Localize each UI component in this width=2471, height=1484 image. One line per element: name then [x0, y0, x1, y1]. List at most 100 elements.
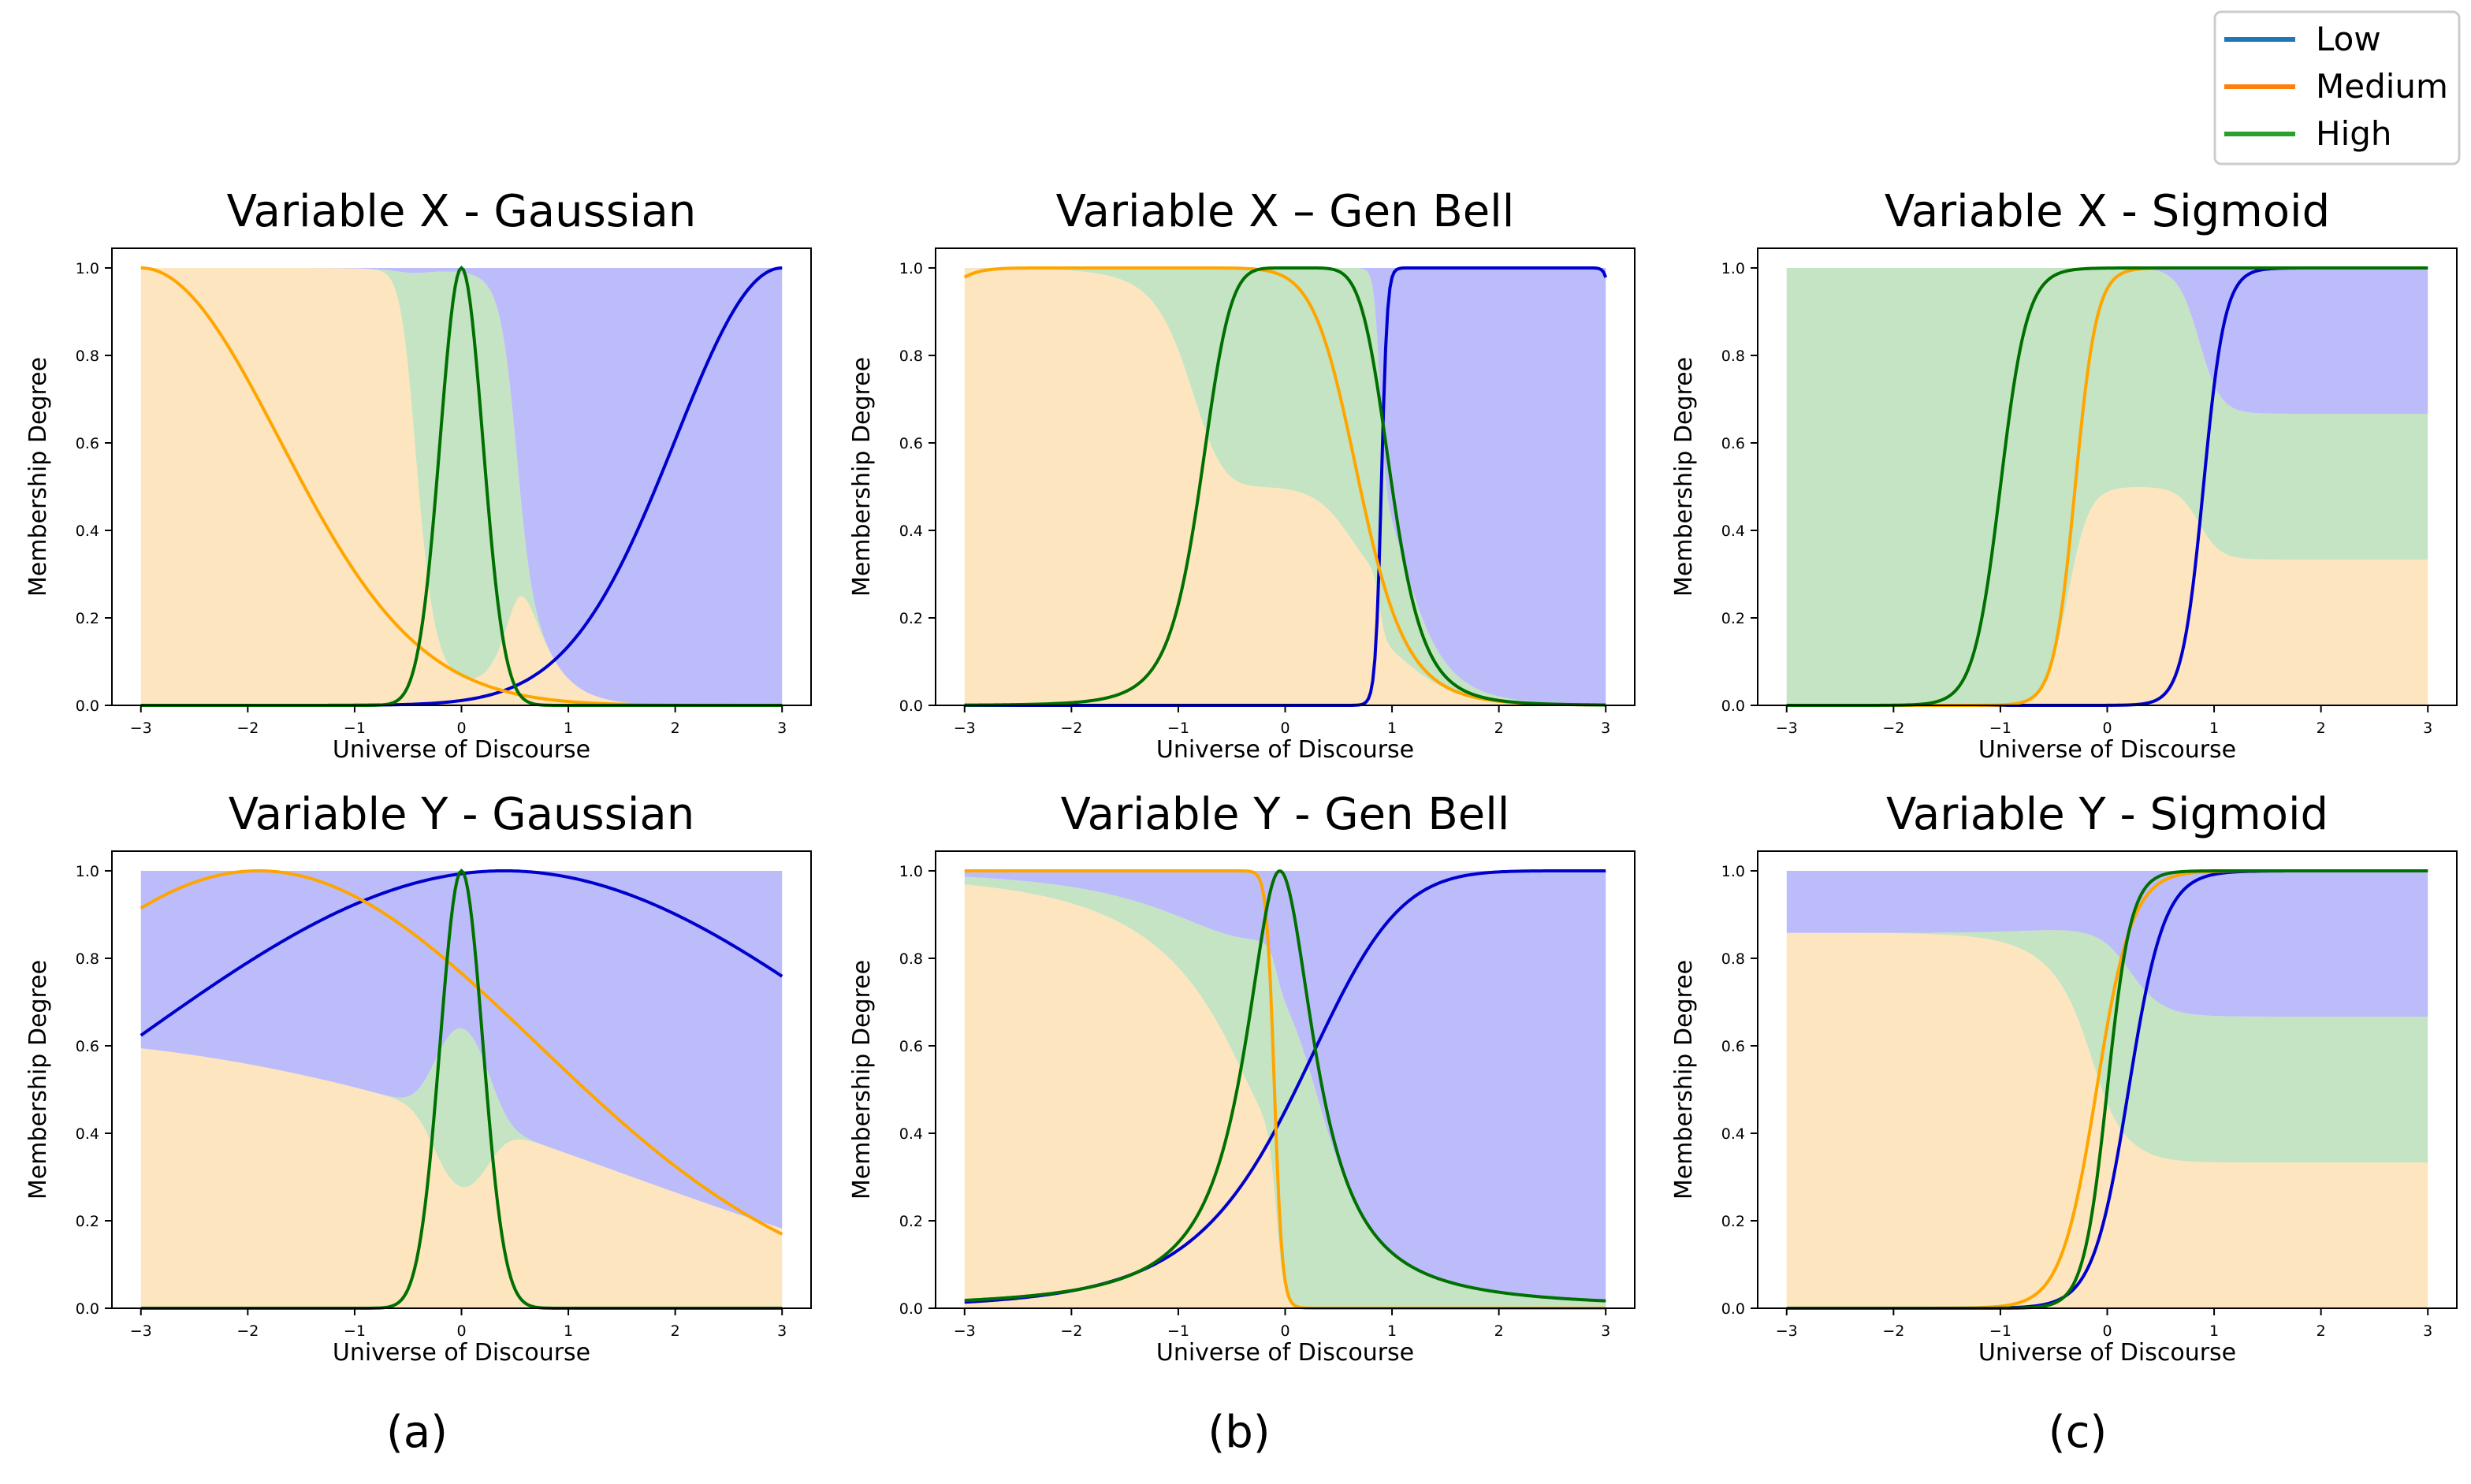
x-tick-label: 2: [2317, 1322, 2326, 1340]
area-high-y-sigmoid: [1786, 930, 2428, 1162]
panel-captions: (a) (b) (c): [386, 1407, 2107, 1458]
x-tick-label: −1: [1167, 720, 1189, 737]
y-tick-label: 0.4: [899, 523, 923, 540]
chart-title-x-gaussian: Variable X - Gaussian: [227, 186, 697, 237]
y-tick-label: 0.0: [1721, 697, 1745, 715]
caption-b: (b): [1208, 1407, 1270, 1458]
x-tick-label: −2: [236, 1322, 259, 1340]
x-tick-label: 2: [1494, 720, 1504, 737]
series-line-high-x-gen-bell: [964, 266, 1606, 707]
series-line-high-y-gen-bell: [964, 869, 1606, 1303]
area-medium-x-gen-bell: [964, 268, 1606, 705]
y-tick-label: 0.8: [899, 348, 923, 365]
area-low-y-sigmoid: [1786, 870, 2428, 1017]
chart-title-x-sigmoid: Variable X - Sigmoid: [1885, 186, 2330, 237]
y-tick-label: 0.4: [76, 1125, 99, 1143]
x-axis-label-x-gaussian: Universe of Discourse: [333, 736, 590, 764]
series-line-medium-y-gaussian: [140, 868, 783, 1236]
area-medium-x-sigmoid: [1786, 487, 2428, 705]
x-axis-label-y-gen-bell: Universe of Discourse: [1156, 1339, 1414, 1367]
legend-label-low: Low: [2316, 20, 2381, 58]
x-tick-label: 0: [2102, 1322, 2112, 1340]
y-tick-label: 0.6: [1721, 1038, 1745, 1055]
y-tick-label: 0.0: [76, 1300, 99, 1318]
chart-title-y-gaussian: Variable Y - Gaussian: [229, 789, 694, 840]
y-tick-label: 0.2: [899, 610, 923, 627]
x-tick-label: 0: [456, 720, 466, 737]
y-tick-label: 0.6: [1721, 435, 1745, 452]
x-tick-label: 2: [2317, 720, 2326, 737]
y-tick-label: 0.6: [899, 435, 923, 452]
chart-panel-6: −3 −2 −1 0 1 2 3 0.0 0.2 0.4 0.6 0.8 1.0 Variable Y -…: [1670, 789, 2458, 1367]
area-medium-y-gaussian: [140, 1048, 783, 1308]
x-tick-label: 1: [2209, 720, 2219, 737]
y-tick-label: 0.6: [899, 1038, 923, 1055]
caption-c: (c): [2049, 1407, 2107, 1458]
area-high-y-gaussian: [140, 1028, 783, 1229]
y-tick-label: 0.0: [899, 697, 923, 715]
y-axis-label-y-sigmoid: Membership Degree: [1670, 960, 1698, 1199]
chart-title-x-gen-bell: Variable X – Gen Bell: [1056, 186, 1515, 237]
y-tick-label: 0.2: [1721, 1213, 1745, 1230]
chart-title-y-sigmoid: Variable Y - Sigmoid: [1886, 789, 2328, 840]
x-axis-label-y-gaussian: Universe of Discourse: [333, 1339, 590, 1367]
legend: Low Medium High: [2213, 10, 2461, 166]
stacked-area-x-sigmoid: [1786, 267, 2428, 705]
x-tick-label: −3: [954, 1322, 976, 1340]
x-tick-label: 2: [671, 1322, 680, 1340]
chart-panels: −3 −2 −1 0 1 2 3 0.0 0.2 0.4 0.6 0.8 1.0 Variable X -…: [24, 186, 2458, 1367]
x-tick-label: 1: [1387, 1322, 1397, 1340]
area-high-x-gaussian: [140, 267, 783, 705]
y-tick-label: 0.2: [76, 1213, 99, 1230]
caption-a: (a): [386, 1407, 448, 1458]
y-tick-label: 1.0: [899, 260, 923, 277]
x-tick-label: −3: [1776, 1322, 1798, 1340]
x-tick-label: −1: [1167, 1322, 1189, 1340]
area-low-y-gen-bell: [964, 870, 1606, 1301]
x-tick-label: 3: [1601, 1322, 1610, 1340]
y-axis-label-y-gaussian: Membership Degree: [24, 960, 52, 1199]
x-axis-label-x-sigmoid: Universe of Discourse: [1978, 736, 2236, 764]
chart-panel-3: −3 −2 −1 0 1 2 3 0.0 0.2 0.4 0.6 0.8 1.0 Variable X -…: [1670, 186, 2458, 764]
x-tick-label: −3: [130, 1322, 152, 1340]
chart-panel-4: −3 −2 −1 0 1 2 3 0.0 0.2 0.4 0.6 0.8 1.0 Variable Y -…: [24, 789, 812, 1367]
y-tick-label: 1.0: [1721, 863, 1745, 880]
y-tick-label: 0.4: [76, 523, 99, 540]
y-tick-label: 1.0: [76, 260, 99, 277]
x-tick-label: 0: [1280, 1322, 1289, 1340]
y-tick-label: 0.2: [1721, 610, 1745, 627]
y-tick-label: 0.4: [1721, 523, 1745, 540]
y-tick-label: 0.8: [76, 348, 99, 365]
x-tick-label: −3: [1776, 720, 1798, 737]
x-tick-label: 3: [777, 720, 787, 737]
chart-title-y-gen-bell: Variable Y - Gen Bell: [1061, 789, 1510, 840]
x-tick-label: −3: [954, 720, 976, 737]
y-tick-label: 0.8: [1721, 348, 1745, 365]
chart-panel-1: −3 −2 −1 0 1 2 3 0.0 0.2 0.4 0.6 0.8 1.0 Variable X -…: [24, 186, 812, 764]
y-axis-label-x-sigmoid: Membership Degree: [1670, 357, 1698, 597]
x-tick-label: 3: [777, 1322, 787, 1340]
y-tick-label: 0.0: [899, 1300, 923, 1318]
y-axis-label-x-gaussian: Membership Degree: [24, 357, 52, 597]
legend-label-medium: Medium: [2316, 67, 2448, 106]
y-tick-label: 0.6: [76, 435, 99, 452]
x-axis-label-x-gen-bell: Universe of Discourse: [1156, 736, 1414, 764]
x-tick-label: 1: [564, 1322, 573, 1340]
y-tick-label: 0.0: [76, 697, 99, 715]
y-tick-label: 0.8: [899, 950, 923, 968]
x-tick-label: −2: [1060, 720, 1082, 737]
area-high-y-gen-bell: [964, 876, 1606, 1308]
stacked-area-y-gaussian: [140, 870, 783, 1308]
area-low-x-gaussian: [140, 267, 783, 705]
legend-label-high: High: [2316, 114, 2392, 153]
x-tick-label: −2: [1882, 1322, 1904, 1340]
y-tick-label: 0.0: [1721, 1300, 1745, 1318]
y-axis-label-y-gen-bell: Membership Degree: [848, 960, 876, 1199]
stacked-area-x-gaussian: [140, 267, 783, 706]
x-tick-label: 2: [1494, 1322, 1504, 1340]
x-tick-label: 0: [1280, 720, 1289, 737]
x-axis-label-y-sigmoid: Universe of Discourse: [1978, 1339, 2236, 1367]
x-tick-label: 3: [2423, 720, 2432, 737]
x-tick-label: 0: [456, 1322, 466, 1340]
